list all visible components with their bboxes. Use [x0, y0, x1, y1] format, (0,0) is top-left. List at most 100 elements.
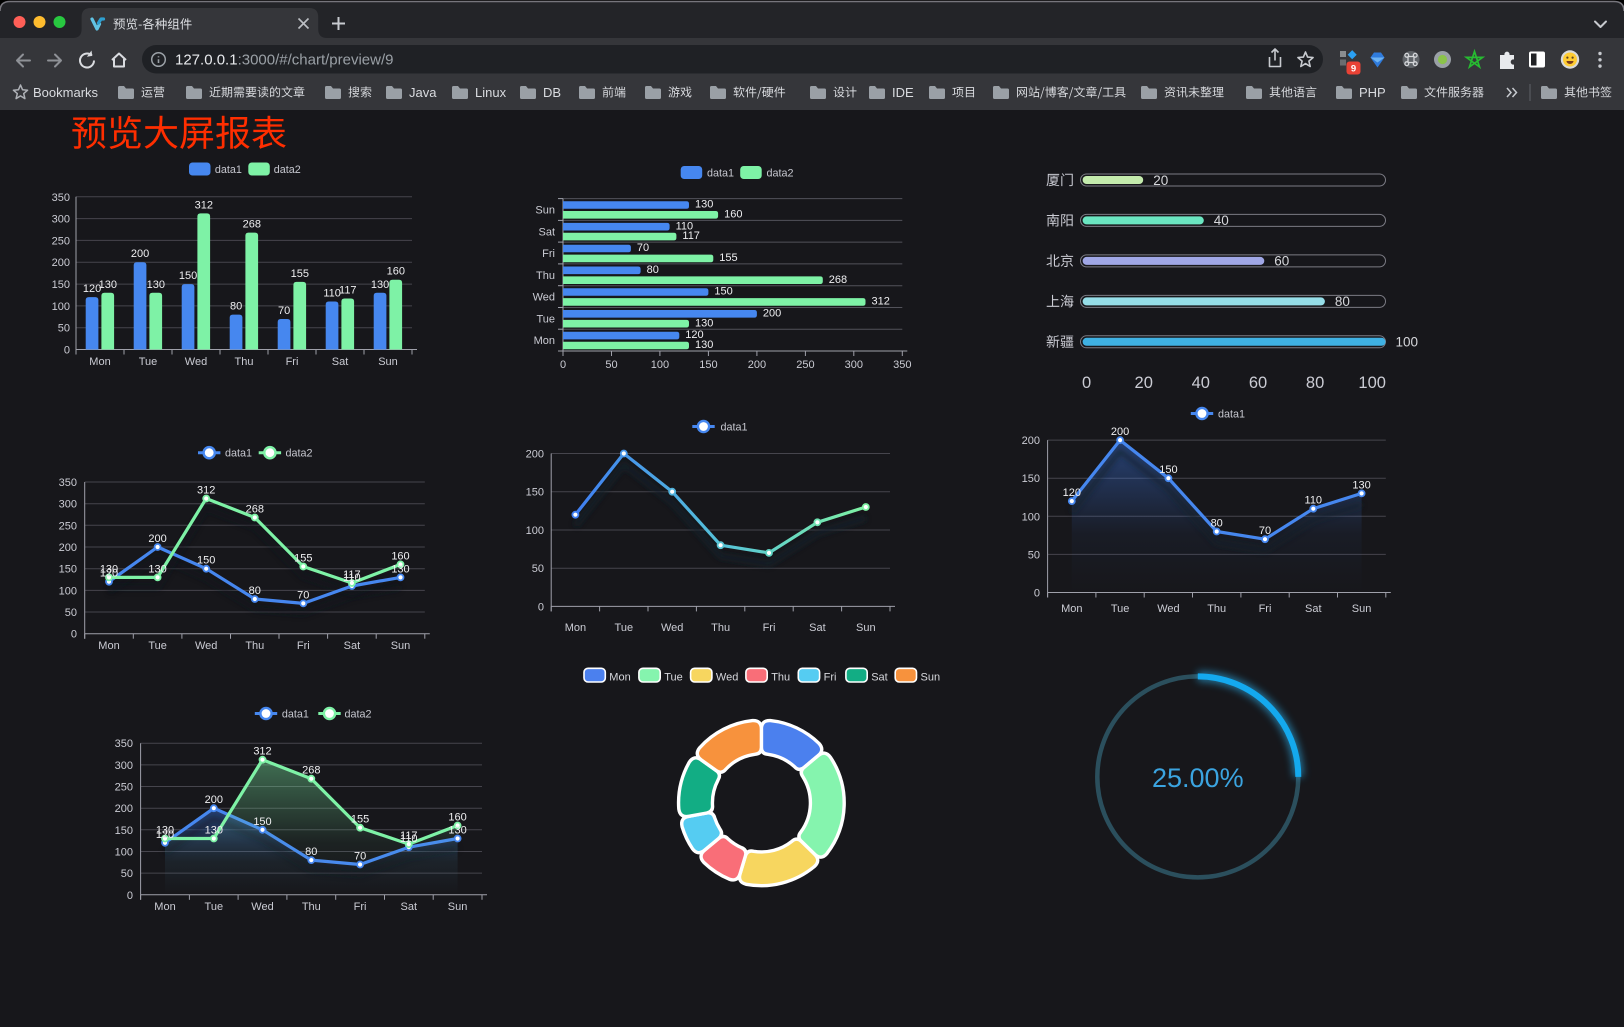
svg-text:117: 117: [400, 830, 418, 842]
svg-text:data1: data1: [707, 168, 734, 180]
svg-text:155: 155: [351, 814, 369, 826]
svg-text:300: 300: [845, 359, 863, 371]
svg-text:80: 80: [230, 301, 242, 313]
svg-text:100: 100: [59, 585, 77, 597]
svg-text:0: 0: [71, 629, 77, 641]
svg-text:data1: data1: [282, 709, 309, 721]
svg-text:130: 130: [1352, 479, 1370, 491]
svg-text:117: 117: [339, 285, 357, 297]
svg-text:Sun: Sun: [448, 901, 468, 913]
svg-text:PHP: PHP: [1359, 85, 1386, 100]
svg-text:200: 200: [205, 794, 223, 806]
svg-text:130: 130: [205, 825, 223, 837]
svg-text:150: 150: [714, 286, 732, 298]
svg-text:Fri: Fri: [763, 622, 776, 634]
svg-text:Tue: Tue: [536, 313, 555, 325]
svg-text:160: 160: [724, 208, 742, 220]
svg-text:Sat: Sat: [401, 901, 418, 913]
svg-text:Sat: Sat: [344, 640, 361, 652]
svg-text:100: 100: [1358, 374, 1386, 392]
svg-text:160: 160: [387, 266, 405, 278]
svg-text:150: 150: [115, 825, 133, 837]
svg-text:9: 9: [1351, 64, 1356, 75]
svg-text:80: 80: [1211, 518, 1223, 530]
svg-text:Fri: Fri: [824, 672, 837, 684]
svg-text:150: 150: [52, 279, 70, 291]
svg-text:Sat: Sat: [809, 622, 826, 634]
svg-text:Tue: Tue: [615, 622, 634, 634]
svg-text:80: 80: [249, 585, 261, 597]
svg-text:70: 70: [354, 851, 366, 863]
svg-text:Thu: Thu: [235, 356, 254, 368]
svg-text:Tue: Tue: [1111, 603, 1130, 615]
svg-text:70: 70: [297, 589, 309, 601]
svg-text:150: 150: [526, 487, 544, 499]
svg-text:200: 200: [1022, 435, 1040, 447]
svg-text:IDE: IDE: [892, 85, 914, 100]
svg-text:250: 250: [59, 520, 77, 532]
svg-text:110: 110: [676, 220, 694, 232]
svg-text:data2: data2: [767, 168, 794, 180]
svg-text:130: 130: [371, 279, 389, 291]
svg-text:120: 120: [83, 283, 101, 295]
svg-text:60: 60: [1249, 374, 1267, 392]
svg-text:50: 50: [1028, 549, 1040, 561]
svg-text:data1: data1: [225, 448, 252, 460]
svg-text:Mon: Mon: [565, 622, 586, 634]
svg-text:70: 70: [1259, 525, 1271, 537]
svg-text:312: 312: [253, 746, 271, 758]
svg-text:0: 0: [1082, 374, 1091, 392]
svg-text:Sat: Sat: [871, 672, 888, 684]
svg-text:data1: data1: [721, 422, 748, 434]
svg-text:Fri: Fri: [1259, 603, 1272, 615]
svg-text:130: 130: [100, 563, 118, 575]
svg-text:268: 268: [829, 274, 847, 286]
svg-text:0: 0: [1034, 588, 1040, 600]
svg-text:150: 150: [59, 564, 77, 576]
svg-text:120: 120: [1063, 487, 1081, 499]
svg-text:20: 20: [1135, 374, 1153, 392]
svg-text:250: 250: [52, 235, 70, 247]
svg-text:Mon: Mon: [1061, 603, 1082, 615]
svg-text:250: 250: [115, 782, 133, 794]
svg-text:70: 70: [278, 305, 290, 317]
svg-text:100: 100: [1396, 335, 1419, 350]
svg-text:Wed: Wed: [661, 622, 683, 634]
svg-text:40: 40: [1214, 213, 1229, 228]
svg-text:200: 200: [526, 449, 544, 461]
svg-text:Mon: Mon: [154, 901, 175, 913]
svg-text:155: 155: [719, 252, 737, 264]
svg-text:150: 150: [1159, 464, 1177, 476]
svg-text:0: 0: [127, 890, 133, 902]
svg-text:50: 50: [121, 868, 133, 880]
svg-text:Fri: Fri: [354, 901, 367, 913]
svg-text:Wed: Wed: [533, 292, 555, 304]
svg-text:150: 150: [253, 816, 271, 828]
svg-text:40: 40: [1192, 374, 1210, 392]
svg-text:300: 300: [115, 760, 133, 772]
svg-text:25.00%: 25.00%: [1152, 763, 1244, 793]
svg-text:0: 0: [538, 601, 544, 613]
svg-text:Tue: Tue: [148, 640, 167, 652]
svg-text:110: 110: [323, 288, 341, 300]
svg-text:130: 130: [448, 825, 466, 837]
svg-text:80: 80: [1335, 294, 1350, 309]
svg-text:80: 80: [647, 264, 659, 276]
svg-text:130: 130: [695, 199, 713, 211]
svg-text:data1: data1: [215, 164, 242, 176]
svg-text:110: 110: [1305, 495, 1323, 507]
svg-text:data2: data2: [345, 709, 372, 721]
svg-text:50: 50: [65, 607, 77, 619]
svg-text:350: 350: [59, 477, 77, 489]
svg-text:Wed: Wed: [195, 640, 217, 652]
svg-text:130: 130: [99, 279, 117, 291]
svg-text:data2: data2: [274, 164, 301, 176]
svg-text:50: 50: [58, 323, 70, 335]
svg-text:312: 312: [197, 485, 215, 497]
svg-text:Wed: Wed: [1157, 603, 1179, 615]
svg-text:Thu: Thu: [1207, 603, 1226, 615]
svg-text:80: 80: [1306, 374, 1324, 392]
svg-text:20: 20: [1153, 173, 1168, 188]
svg-text:200: 200: [748, 359, 766, 371]
svg-text:130: 130: [695, 317, 713, 329]
